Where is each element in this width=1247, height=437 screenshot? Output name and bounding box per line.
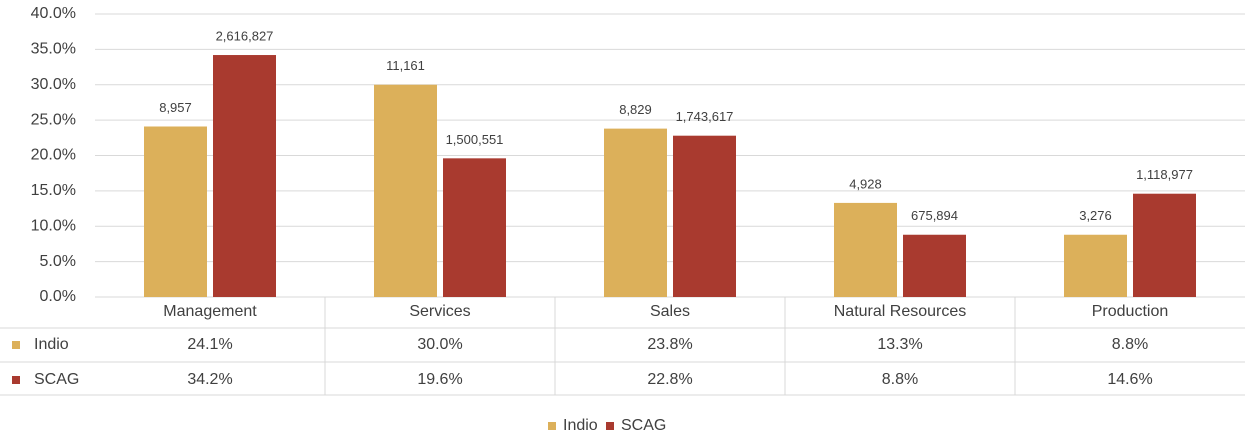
bar [673,135,736,297]
data-label: 1,118,977 [1136,167,1193,182]
data-label: 675,894 [911,208,958,223]
data-label: 8,957 [159,100,192,115]
bar [213,55,276,297]
bar [834,202,897,297]
y-tick-label: 25.0% [31,111,76,128]
bar [443,158,506,297]
x-tick-label: Services [409,303,470,320]
table-cell: 19.6% [417,371,462,388]
bar [604,128,667,297]
data-label: 4,928 [849,176,882,191]
y-tick-label: 35.0% [31,41,76,58]
bar [1064,234,1127,297]
data-label: 3,276 [1079,208,1112,223]
x-tick-label: Sales [650,303,690,320]
y-tick-label: 0.0% [40,288,76,305]
legend-label: SCAG [621,417,666,434]
legend-key [548,422,556,430]
table-cell: 8.8% [882,371,918,388]
table-cell: 34.2% [187,371,232,388]
data-label: 1,743,617 [676,109,734,124]
data-label: 11,161 [386,58,425,73]
table-cell: 24.1% [187,336,232,353]
x-tick-label: Natural Resources [834,303,967,320]
legend-label: SCAG [34,371,79,388]
y-tick-label: 10.0% [31,217,76,234]
legend-key [12,341,20,349]
legend-key [12,376,20,384]
y-tick-label: 15.0% [31,182,76,199]
y-tick-label: 20.0% [31,147,76,164]
table-cell: 23.8% [647,336,692,353]
x-tick-label: Production [1092,303,1169,320]
y-tick-label: 5.0% [40,253,76,270]
table-cell: 14.6% [1107,371,1152,388]
table-cell: 13.3% [877,336,922,353]
legend-key [606,422,614,430]
table-cell: 22.8% [647,371,692,388]
data-label: 8,829 [619,102,652,117]
bar [903,234,966,297]
bar [1133,193,1196,297]
bar [144,126,207,298]
y-tick-label: 30.0% [31,76,76,93]
table-cell: 8.8% [1112,336,1148,353]
table-cell: 30.0% [417,336,462,353]
data-label: 2,616,827 [216,28,274,43]
legend-label: Indio [34,336,69,353]
bar [374,84,437,297]
legend-label: Indio [563,417,598,434]
x-tick-label: Management [163,303,257,320]
data-label: 1,500,551 [446,132,504,147]
y-tick-label: 40.0% [31,5,76,22]
